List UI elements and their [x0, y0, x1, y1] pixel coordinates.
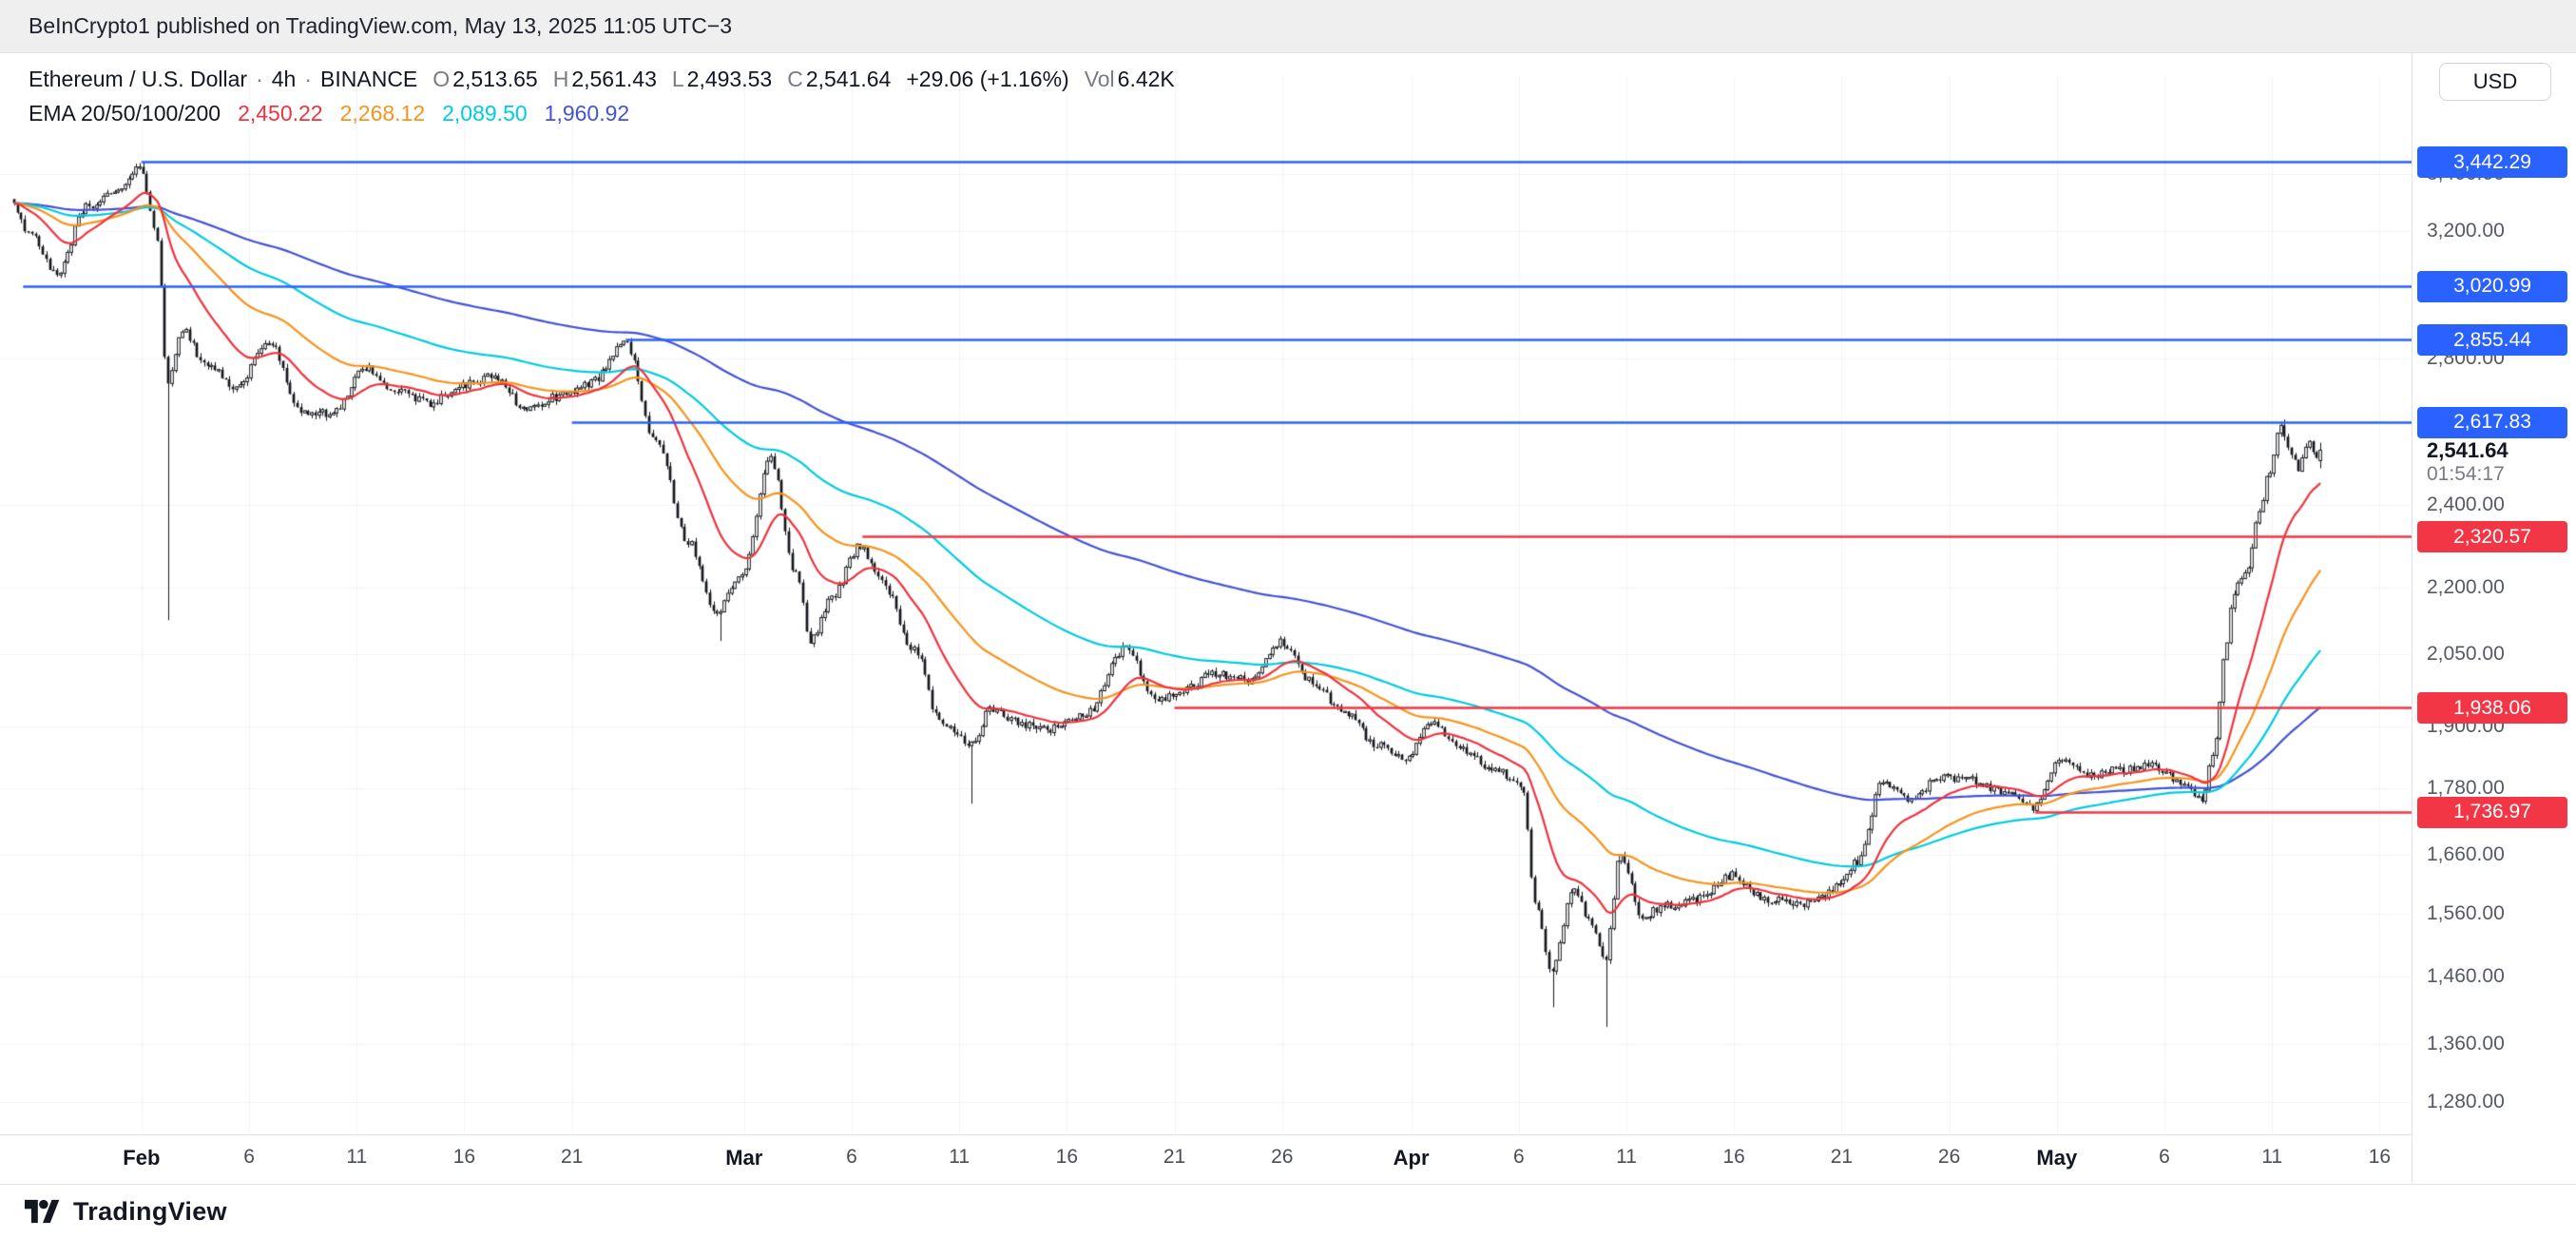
- low-value: L 2,493.53: [671, 67, 773, 91]
- volume-value: Vol 6.42K: [1084, 67, 1175, 91]
- price-tick-label: 1,660.00: [2427, 843, 2505, 866]
- time-tick-label: 21: [1830, 1146, 1854, 1168]
- level-price-tag: 1,736.97: [2417, 796, 2567, 828]
- ema-100-value: 2,089.50: [442, 101, 528, 126]
- time-tick-label: 6: [1512, 1146, 1525, 1168]
- level-price-tag: 3,020.99: [2417, 270, 2567, 302]
- time-tick-label: 6: [846, 1146, 857, 1168]
- ema-50-value: 2,268.12: [339, 101, 426, 126]
- level-price-tag: 3,442.29: [2417, 146, 2567, 179]
- high-value: H 2,561.43: [552, 67, 657, 91]
- time-tick-label: Mar: [725, 1146, 763, 1170]
- time-tick-label: Feb: [123, 1146, 161, 1170]
- bar-countdown-label: 01:54:17: [2427, 463, 2505, 486]
- price-tick-label: 3,200.00: [2427, 220, 2505, 242]
- price-tick-label: 2,200.00: [2427, 575, 2505, 598]
- level-price-tag: 2,855.44: [2417, 324, 2567, 357]
- time-tick-label: Apr: [1393, 1146, 1430, 1170]
- level-price-tag: 2,617.83: [2417, 406, 2567, 438]
- interval-label[interactable]: 4h: [271, 67, 297, 91]
- footer-bar: TradingView: [0, 1184, 2576, 1238]
- ema-values: 2,450.22 2,268.12 2,089.50 1,960.92: [221, 101, 629, 126]
- exchange-label[interactable]: BINANCE: [320, 67, 418, 91]
- time-tick-label: 26: [1937, 1146, 1961, 1168]
- time-tick-label: 16: [452, 1146, 476, 1168]
- currency-toggle-button[interactable]: USD: [2439, 63, 2551, 101]
- time-tick-label: 16: [1722, 1146, 1745, 1168]
- separator-dot: ·: [304, 67, 313, 91]
- price-tick-label: 1,780.00: [2427, 777, 2505, 800]
- price-chart-canvas[interactable]: [0, 53, 2576, 1184]
- time-tick-label: 16: [2368, 1146, 2392, 1168]
- separator-dot: ·: [256, 67, 263, 91]
- price-axis[interactable]: 3,400.003,200.002,800.002,400.002,200.00…: [2412, 53, 2576, 1184]
- time-tick-label: 21: [1163, 1146, 1186, 1168]
- time-tick-label: 11: [2261, 1146, 2283, 1168]
- time-axis[interactable]: Feb 6 11 16 21 Mar 6 11 16 21 26 Apr 6 11 16 21 26 May 6 11…: [0, 1134, 2412, 1184]
- ema-200-value: 1,960.92: [544, 101, 630, 126]
- symbol-title[interactable]: Ethereum / U.S. Dollar: [29, 67, 248, 91]
- price-tick-label: 1,460.00: [2427, 965, 2505, 988]
- tradingview-brand-text[interactable]: TradingView: [73, 1196, 227, 1226]
- close-value: C 2,541.64: [787, 67, 892, 91]
- time-tick-label: 6: [2159, 1146, 2170, 1168]
- time-tick-label: 21: [560, 1146, 584, 1168]
- time-tick-label: 6: [243, 1146, 255, 1168]
- attribution-bar: BeInCrypto1 published on TradingView.com…: [0, 0, 2576, 53]
- current-price-label: 2,541.64: [2427, 438, 2509, 463]
- open-value: O 2,513.65: [433, 67, 538, 91]
- attribution-text: BeInCrypto1 published on TradingView.com…: [29, 13, 733, 38]
- tradingview-logo-icon[interactable]: [25, 1199, 61, 1224]
- price-tick-label: 2,050.00: [2427, 643, 2505, 666]
- ema-20-value: 2,450.22: [238, 101, 323, 126]
- time-tick-label: 11: [1616, 1146, 1637, 1168]
- time-tick-label: 11: [346, 1146, 368, 1168]
- time-tick-label: 26: [1271, 1146, 1294, 1168]
- time-tick-label: May: [2036, 1146, 2078, 1170]
- level-price-tag: 1,938.06: [2417, 692, 2567, 725]
- level-price-tag: 2,320.57: [2417, 521, 2567, 553]
- price-tick-label: 2,400.00: [2427, 493, 2505, 515]
- time-tick-label: 11: [949, 1146, 971, 1168]
- ema-legend: EMA 20/50/100/200 2,450.22 2,268.12 2,089.…: [29, 101, 629, 126]
- change-value: +29.06 (+1.16%): [906, 67, 1069, 91]
- time-tick-label: 16: [1055, 1146, 1079, 1168]
- price-tick-label: 1,360.00: [2427, 1033, 2505, 1055]
- ema-label[interactable]: EMA 20/50/100/200: [29, 101, 221, 126]
- price-tick-label: 1,280.00: [2427, 1090, 2505, 1112]
- price-tick-label: 1,560.00: [2427, 902, 2505, 925]
